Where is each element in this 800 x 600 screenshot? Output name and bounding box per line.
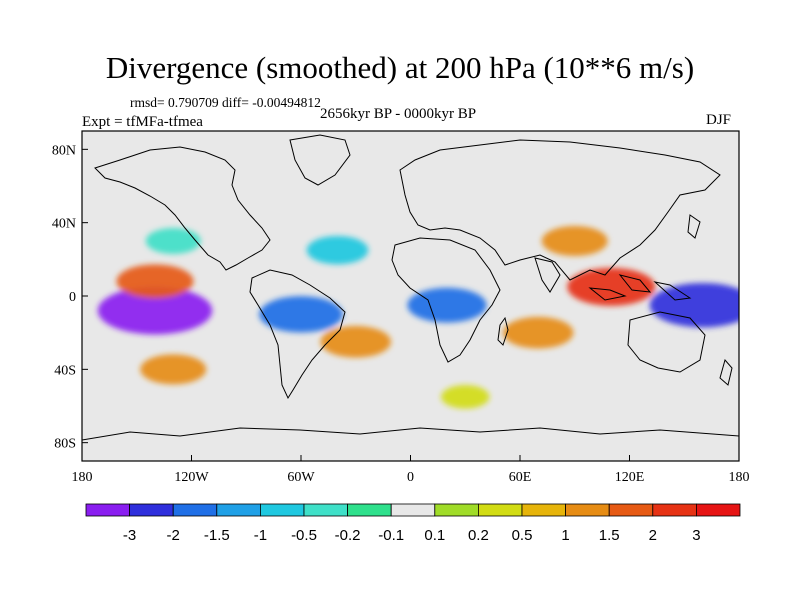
field-feature (116, 264, 194, 299)
field-feature (407, 287, 487, 323)
colorbar-label: -2 (167, 527, 180, 544)
field-feature (145, 228, 201, 254)
stats-text: rmsd= 0.790709 diff= -0.00494812 (130, 95, 321, 110)
field-feature (567, 267, 656, 306)
longitude-axis: 180 120W 60W 0 60E 120E 180 (72, 455, 750, 485)
colorbar-label: 0.2 (468, 527, 489, 544)
colorbar-label: -0.5 (291, 527, 317, 544)
colorbar-swatch (521, 503, 566, 517)
colorbar-label: -0.2 (335, 527, 361, 544)
colorbar: -3 -2 -1.5 -1 -0.5 -0.2 -0.1 0.1 0.2 0.5 1 1.5 2 3 (85, 503, 741, 544)
lon-tick-label: 120E (615, 470, 645, 485)
lat-tick-label: 80N (52, 143, 76, 158)
season-text: DJF (706, 112, 732, 128)
colorbar-label: 0.5 (512, 527, 533, 544)
colorbar-swatch (696, 503, 741, 517)
colorbar-label: -1 (254, 527, 267, 544)
coastlines (82, 134, 739, 441)
field-feature (97, 286, 213, 335)
colorbar-label: -0.1 (378, 527, 404, 544)
colorbar-label: -3 (123, 527, 136, 544)
colorbar-swatch (390, 503, 436, 517)
latitude-axis: 80N 40N 0 40S 80S (52, 143, 88, 452)
field-feature (259, 296, 343, 333)
lat-tick-label: 40N (52, 217, 76, 232)
colorbar-label: 2 (649, 527, 657, 544)
colorbar-swatch (565, 503, 610, 517)
colorbar-label: 0.1 (424, 527, 445, 544)
lon-tick-label: 180 (72, 470, 93, 485)
colorbar-swatch (434, 503, 479, 517)
figure-title: Divergence (smoothed) at 200 hPa (10**6 … (105, 50, 695, 85)
field-feature (649, 282, 739, 328)
field-feature (503, 316, 574, 349)
lon-tick-label: 180 (729, 470, 750, 485)
lon-tick-label: 0 (407, 470, 414, 485)
field-feature (306, 235, 369, 265)
lon-tick-label: 60W (287, 470, 315, 485)
lat-tick-label: 0 (69, 290, 76, 305)
colorbar-label: 3 (692, 527, 700, 544)
field-feature (320, 326, 391, 358)
colorbar-swatch (477, 503, 523, 517)
experiment-text: Expt = tfMFa-tfmea (82, 114, 203, 130)
colorbar-swatch (85, 503, 130, 517)
colorbar-swatch (172, 503, 218, 517)
colorbar-swatch (216, 503, 261, 517)
lat-tick-label: 80S (54, 437, 76, 452)
colorbar-swatch (652, 503, 697, 517)
period-text: 2656kyr BP - 0000kyr BP (320, 106, 477, 122)
lat-tick-label: 40S (54, 363, 76, 378)
colorbar-swatch (303, 503, 348, 517)
field-feature (441, 385, 490, 409)
field-feature (140, 354, 207, 385)
colorbar-swatch (129, 503, 174, 517)
lon-tick-label: 120W (174, 470, 209, 485)
colorbar-label: -1.5 (204, 527, 230, 544)
field-feature (541, 226, 608, 256)
colorbar-swatch (259, 503, 305, 517)
colorbar-label: 1 (561, 527, 569, 544)
colorbar-swatch (347, 503, 392, 517)
colorbar-swatch (608, 503, 654, 517)
lon-tick-label: 60E (509, 470, 532, 485)
colorbar-label: 1.5 (599, 527, 620, 544)
divergence-field (82, 131, 739, 461)
